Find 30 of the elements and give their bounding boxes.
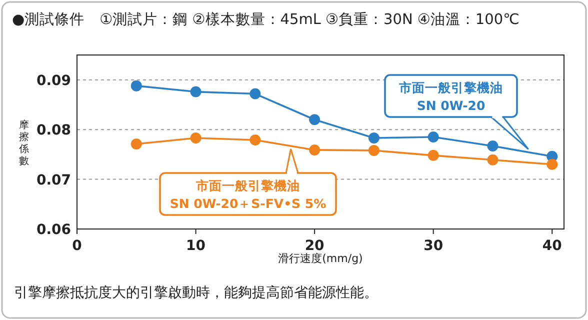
y-tick-label: 0.07 [36, 172, 71, 188]
x-tick-label: 40 [542, 238, 562, 254]
y-tick-label: 0.09 [36, 72, 71, 89]
point [130, 138, 142, 150]
point [250, 134, 261, 146]
point [368, 144, 380, 156]
legend-label: 市面一般引擎機油 SN 0W-20＋S-FV•S 5% [170, 178, 327, 211]
x-tick-label: 30 [424, 238, 444, 254]
point [309, 114, 320, 126]
point [428, 150, 439, 161]
point [130, 80, 142, 92]
point [487, 154, 498, 166]
chart-title: ●測試條件 ①測試片：鋼 ②樣本數量：45mL ③負重：30N ④油溫：100℃ [12, 11, 520, 28]
point [487, 140, 498, 152]
point [368, 132, 380, 144]
y-axis-title: 摩擦係數 [19, 119, 29, 167]
point [428, 132, 439, 143]
point [190, 132, 202, 144]
point [309, 144, 320, 156]
series-label: 市面一般引擎機油 SN 0W-20 [398, 80, 503, 113]
x-tick-label: 10 [186, 238, 206, 254]
point [250, 88, 261, 100]
x-tick-label: 0 [72, 238, 82, 254]
point [190, 86, 202, 98]
y-tick-label: 0.08 [36, 122, 71, 139]
text: 引擎摩擦抵抗度大的引擎啟動時，能夠提高節省能源性能。 [14, 285, 378, 301]
y-tick-label: 0.06 [36, 222, 71, 238]
point [546, 158, 558, 170]
x-tick-label: 20 [304, 238, 325, 254]
x-axis-title: 滑行速度(mm/g) [278, 252, 363, 265]
